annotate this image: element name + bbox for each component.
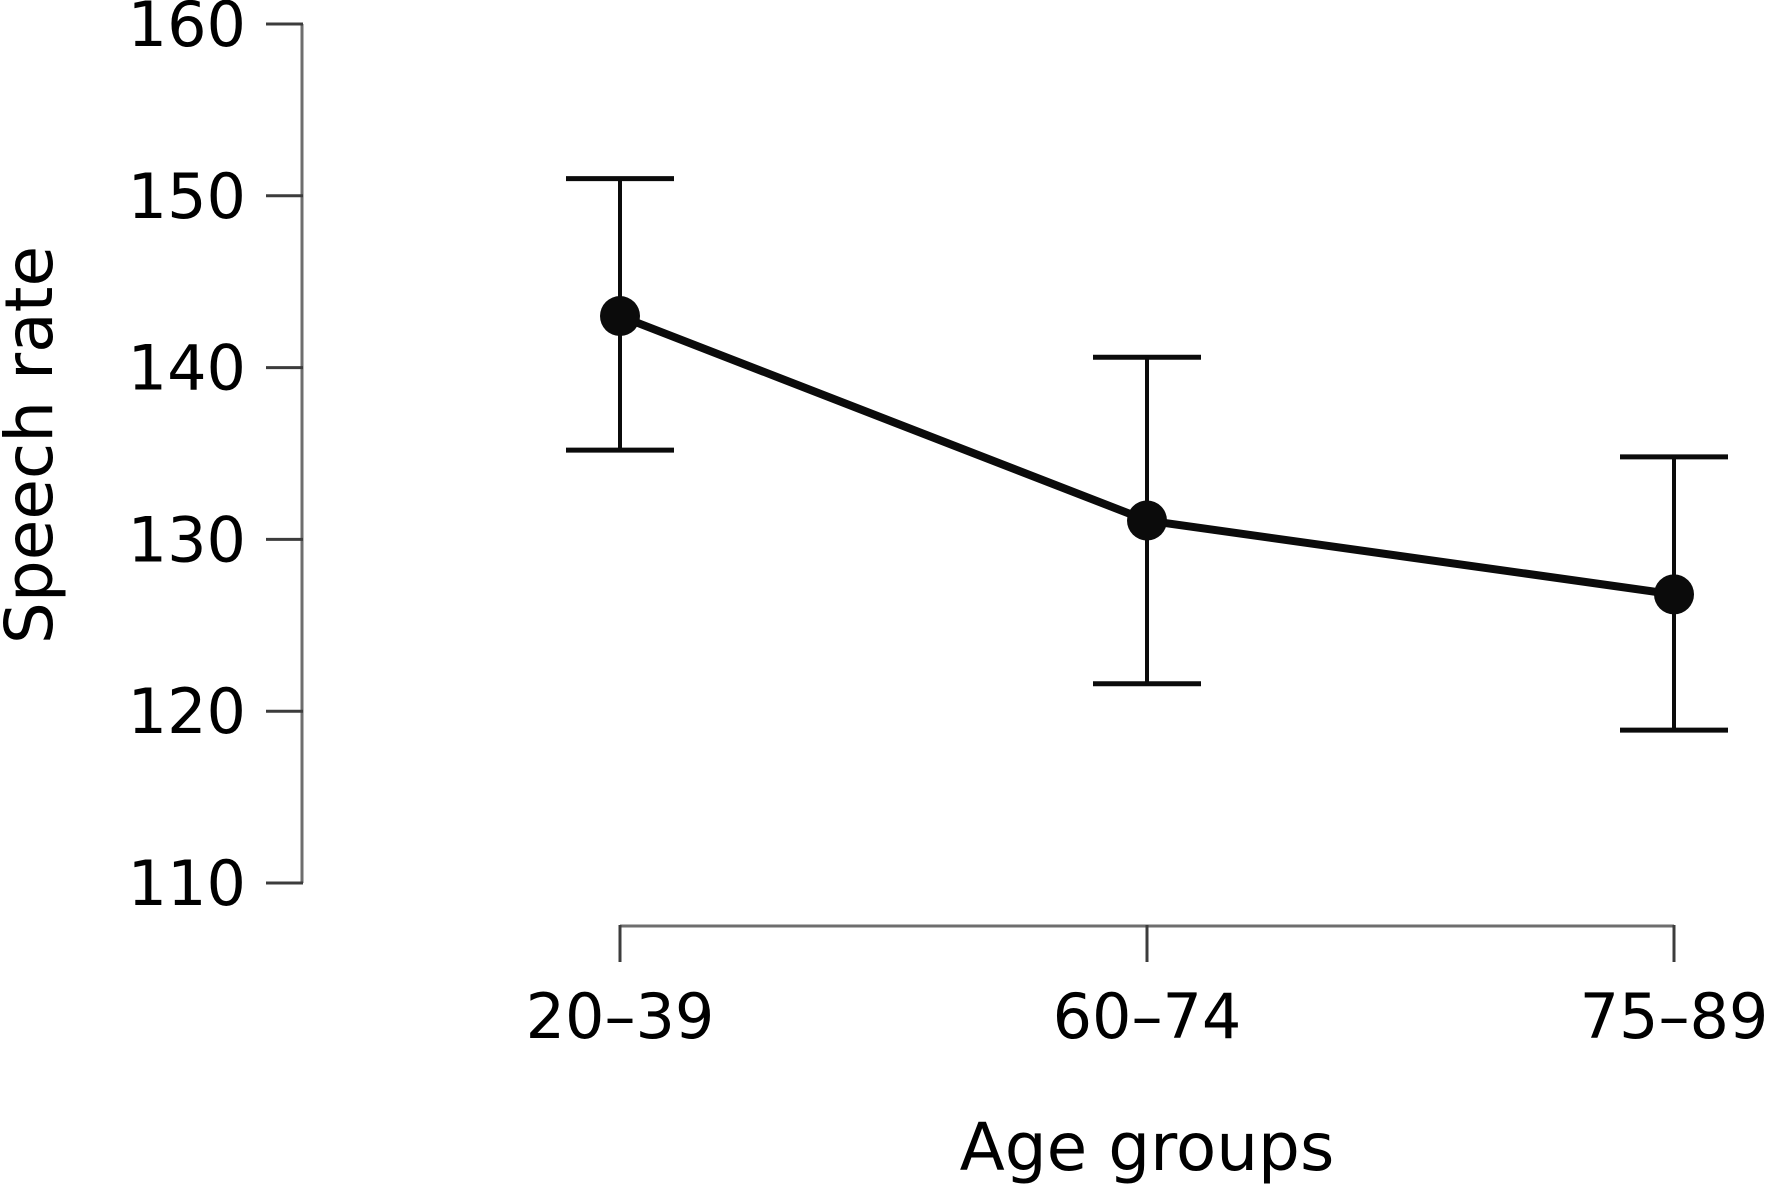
data-point — [1127, 500, 1167, 541]
y-tick-label: 150 — [128, 160, 246, 233]
y-tick-label: 160 — [128, 0, 246, 61]
x-tick-label: 75–89 — [1580, 980, 1769, 1053]
x-tick-label: 20–39 — [526, 980, 715, 1053]
y-tick-label: 120 — [128, 675, 246, 748]
y-tick-label: 110 — [128, 847, 246, 920]
data-point — [1654, 574, 1694, 615]
x-axis-title: Age groups — [960, 1109, 1335, 1186]
y-tick-label: 140 — [128, 332, 246, 405]
x-tick-label: 60–74 — [1053, 980, 1242, 1053]
y-axis-title: Speech rate — [0, 246, 68, 644]
y-tick-label: 130 — [128, 503, 246, 576]
data-point — [600, 296, 640, 337]
